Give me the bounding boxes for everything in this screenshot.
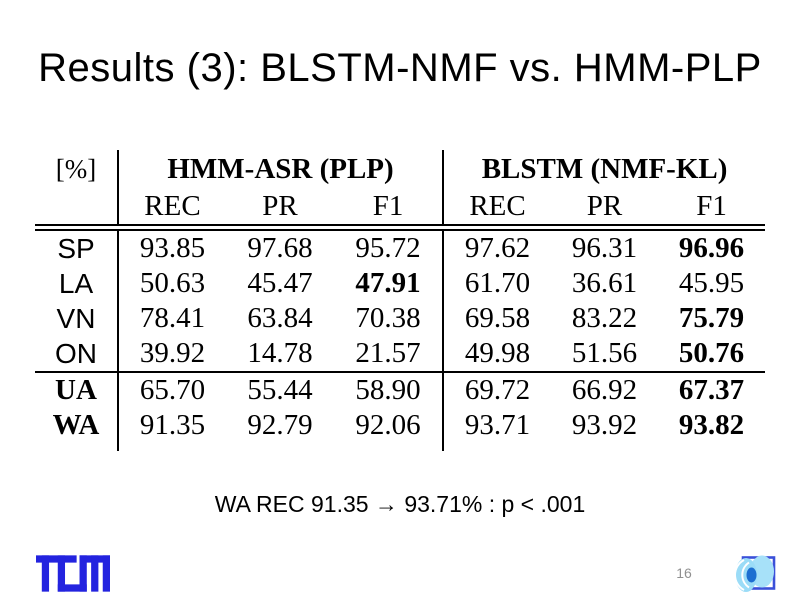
value-cell: 83.22 [571,302,638,334]
col-header-rec-hmm: REC [118,188,226,231]
results-tbody: SP 93.85 97.68 95.72 97.62 96.31 96.96 LA 50.63 4… [35,227,766,443]
spacer-cell [226,443,334,451]
value-cell: 93.85 [139,232,206,264]
value-cell: 67.37 [658,371,766,408]
row-label: ON [35,336,119,372]
table-footer [35,443,765,451]
institute-logo-fan [735,558,757,592]
value-cell: 45.47 [247,267,313,299]
institute-logo-arc-inner [741,561,750,589]
value-cell: 69.58 [464,302,531,334]
tum-t-stem [41,555,50,592]
table-row: UA 65.70 55.44 58.90 69.72 66.92 67.37 [35,371,766,408]
tum-u-left-stem [57,555,66,592]
table-header: [%] HMM-ASR (PLP) BLSTM (NMF-KL) REC PR … [35,150,766,231]
tum-m-mid-stem [91,555,99,592]
row-label: VN [35,301,119,336]
value-cell: 93.82 [678,409,745,441]
value-cell: 61.70 [464,267,531,299]
value-cell: 96.31 [571,232,638,264]
institute-logo-arc-outer [734,559,745,591]
results-table: [%] HMM-ASR (PLP) BLSTM (NMF-KL) REC PR … [35,150,766,451]
value-cell: 63.84 [247,302,313,334]
value-cell: 93.71 [464,409,531,441]
value-cell: 92.06 [334,408,445,443]
value-cell: 36.61 [571,267,638,299]
table-row: VN 78.41 63.84 70.38 69.58 83.22 75.79 [35,301,765,336]
group-header-row: [%] HMM-ASR (PLP) BLSTM (NMF-KL) [35,150,765,188]
value-cell: 45.95 [678,267,745,299]
empty-corner-cell [35,188,119,231]
spacer-cell [551,443,658,451]
col-header-f1-blstm: F1 [658,188,766,231]
value-cell: 21.57 [334,336,445,372]
value-cell: 78.41 [139,302,206,334]
value-cell: 97.68 [247,232,313,264]
page-number: 16 [676,565,692,581]
col-header-rec-blstm: REC [443,188,552,231]
col-header-pr-blstm: PR [551,188,659,231]
value-cell: 91.35 [139,409,206,441]
tum-m-right-stem [102,555,110,592]
spacer-cell [334,443,445,451]
slide-title: Results (3): BLSTM-NMF vs. HMM-PLP [38,46,762,90]
value-cell: 58.90 [334,371,445,408]
table-bottom-spacer [35,443,765,451]
col-header-pr-hmm: PR [226,188,334,231]
tum-logo [36,555,110,592]
column-header-row: REC PR F1 REC PR F1 [35,188,766,231]
value-cell: 70.38 [334,301,445,336]
row-label: LA [35,266,119,301]
value-cell: 51.56 [571,337,638,369]
institute-logo-pupil [746,567,757,583]
value-cell: 14.78 [247,337,313,369]
value-cell: 95.72 [334,227,445,266]
group-header-blstm: BLSTM (NMF-KL) [481,153,728,185]
row-label: SP [35,227,119,266]
value-cell: 92.79 [247,409,313,441]
tum-t-bar [36,555,77,563]
value-cell: 47.91 [334,266,445,301]
value-cell: 50.63 [139,267,206,299]
row-label: WA [35,408,119,443]
significance-note: WA REC 91.35 → 93.71% : p < .001 [214,491,586,517]
table-row: ON 39.92 14.78 21.57 49.98 51.56 50.76 [35,336,765,372]
value-cell: 96.96 [678,232,745,264]
tum-m-left-stem [79,555,87,592]
value-cell: 50.76 [678,337,745,369]
value-cell: 39.92 [139,337,206,369]
tum-u-bottom [57,584,87,592]
row-label: UA [35,371,119,408]
value-cell: 75.79 [678,302,745,334]
value-cell: 55.44 [226,371,334,408]
value-cell: 49.98 [464,337,531,369]
spacer-cell [443,443,551,451]
value-cell: 66.92 [551,371,659,408]
table-row: LA 50.63 45.47 47.91 61.70 36.61 45.95 [35,266,765,301]
spacer-cell [35,443,119,451]
value-cell: 69.72 [443,371,552,408]
value-cell: 93.92 [571,409,638,441]
group-header-hmm: HMM-ASR (PLP) [118,150,445,188]
unit-header: [%] [35,150,119,188]
spacer-cell [658,443,765,451]
institute-logo [734,555,776,592]
value-cell: 97.62 [464,232,531,264]
spacer-cell [118,443,226,451]
col-header-f1-hmm: F1 [334,188,445,231]
table-row: SP 93.85 97.68 95.72 97.62 96.31 96.96 [35,227,765,266]
value-cell: 65.70 [118,371,226,408]
table-row: WA 91.35 92.79 92.06 93.71 93.92 93.82 [35,408,765,443]
